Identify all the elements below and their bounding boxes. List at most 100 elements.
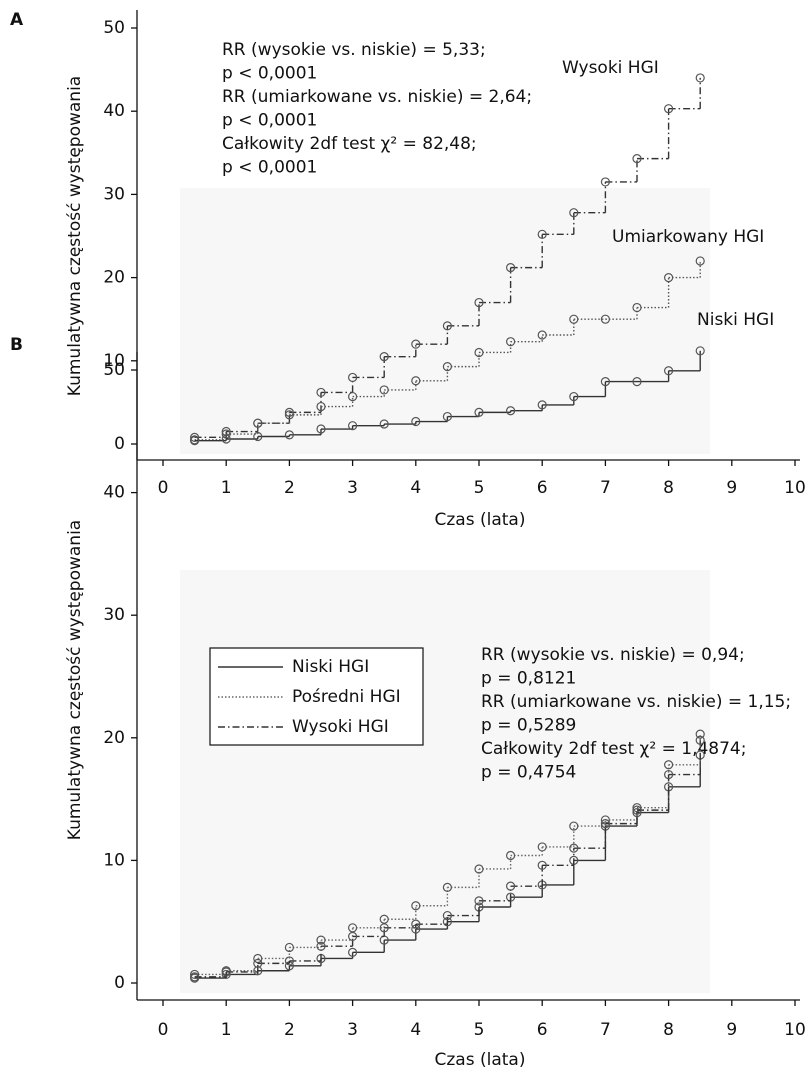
legend-label: Pośredni HGI	[292, 687, 401, 707]
y-axis-label: Kumulatywna częstość występowania	[65, 76, 85, 396]
censor-point	[379, 352, 389, 362]
x-tick-label: 8	[663, 1020, 674, 1040]
annotation: p < 0,0001	[222, 158, 317, 178]
x-tick-label: 1	[221, 478, 232, 498]
x-tick-label: 6	[537, 1020, 548, 1040]
censor-point	[253, 431, 263, 442]
censor-point	[221, 967, 231, 977]
x-tick-label: 3	[347, 478, 358, 498]
y-tick-label: 20	[103, 728, 125, 748]
x-tick-label: 10	[784, 1020, 806, 1040]
censor-point	[348, 947, 358, 957]
annotation: p = 0,8121	[481, 669, 576, 689]
censor-point	[506, 850, 516, 861]
legend-box	[209, 647, 424, 746]
y-tick-label: 30	[103, 184, 125, 204]
censor-point	[506, 263, 516, 273]
censor-point	[506, 881, 516, 891]
censor-point	[474, 864, 484, 874]
censor-point	[379, 419, 389, 429]
censor-point	[663, 366, 674, 376]
y-tick-label: 40	[103, 101, 125, 121]
plot-background	[180, 188, 710, 454]
x-axis-label: Czas (lata)	[435, 510, 526, 530]
censor-point	[221, 429, 231, 439]
y-tick-label: 30	[103, 605, 125, 625]
censor-point	[379, 385, 389, 395]
censor-point	[663, 273, 674, 283]
censor-point	[600, 819, 611, 829]
censor-point	[474, 896, 484, 906]
censor-point	[600, 314, 611, 324]
censor-point	[569, 391, 579, 402]
x-tick-label: 1	[221, 1020, 232, 1040]
censor-point	[190, 969, 200, 980]
censor-point	[506, 337, 516, 347]
x-tick-label: 5	[474, 478, 485, 498]
x-tick-label: 4	[410, 1020, 421, 1040]
censor-point	[348, 421, 358, 431]
y-tick-label: 50	[103, 18, 125, 38]
x-tick-label: 9	[726, 478, 737, 498]
censor-point	[537, 842, 547, 852]
y-tick-label: 10	[103, 351, 125, 371]
censor-point	[284, 430, 294, 440]
y-tick-label: 20	[103, 268, 125, 288]
y-axis-label: Kumulatywna częstość występowania	[65, 520, 85, 840]
censor-point	[474, 297, 484, 308]
x-tick-label: 2	[284, 1020, 295, 1040]
censor-point	[569, 821, 579, 831]
censor-point	[695, 256, 705, 266]
annotation: Całkowity 2df test χ² = 82,48;	[222, 134, 477, 154]
censor-point	[569, 208, 579, 218]
censor-point	[411, 919, 421, 929]
censor-point	[632, 805, 642, 815]
x-tick-label: 6	[537, 478, 548, 498]
censor-point	[632, 302, 642, 313]
censor-point	[379, 923, 389, 933]
censor-point	[284, 956, 294, 966]
panel-label: B	[10, 335, 23, 355]
y-tick-label: 40	[103, 483, 125, 503]
censor-point	[632, 803, 642, 813]
x-tick-label: 0	[158, 1020, 169, 1040]
censor-point	[569, 843, 579, 853]
annotation: p < 0,0001	[222, 64, 317, 84]
censor-point	[411, 376, 421, 386]
x-axis-label: Czas (lata)	[435, 1050, 526, 1070]
annotation: RR (umiarkowane vs. niskie) = 1,15;	[481, 692, 791, 712]
censor-point	[537, 860, 547, 870]
censor-point	[442, 411, 452, 422]
censor-point	[663, 760, 674, 770]
censor-point	[316, 941, 326, 951]
censor-point	[316, 387, 326, 398]
annotation: RR (wysokie vs. niskie) = 5,33;	[222, 40, 486, 60]
censor-point	[537, 400, 547, 410]
censor-point	[695, 735, 705, 745]
censor-point	[600, 377, 611, 387]
annotation: RR (wysokie vs. niskie) = 0,94;	[481, 645, 745, 665]
censor-point	[253, 953, 263, 964]
annotation: p < 0,0001	[222, 111, 317, 131]
annotation: Całkowity 2df test χ² = 1,4874;	[481, 739, 746, 759]
censor-point	[537, 229, 547, 239]
y-tick-label: 0	[114, 973, 125, 993]
censor-point	[632, 377, 642, 387]
censor-point	[348, 372, 358, 383]
censor-point	[348, 931, 358, 942]
legend-label: Niski HGI	[292, 657, 369, 677]
censor-point	[284, 942, 294, 953]
censor-point	[253, 958, 263, 968]
annotation: p = 0,4754	[481, 763, 576, 783]
censor-point	[284, 410, 294, 420]
x-tick-label: 8	[663, 478, 674, 498]
x-tick-label: 7	[600, 1020, 611, 1040]
censor-point	[632, 154, 642, 164]
annotation: p = 0,5289	[481, 716, 576, 736]
censor-point	[411, 901, 421, 911]
y-tick-label: 50	[103, 360, 125, 380]
x-tick-label: 3	[347, 1020, 358, 1040]
y-tick-label: 0	[114, 434, 125, 454]
censor-point	[190, 436, 200, 446]
